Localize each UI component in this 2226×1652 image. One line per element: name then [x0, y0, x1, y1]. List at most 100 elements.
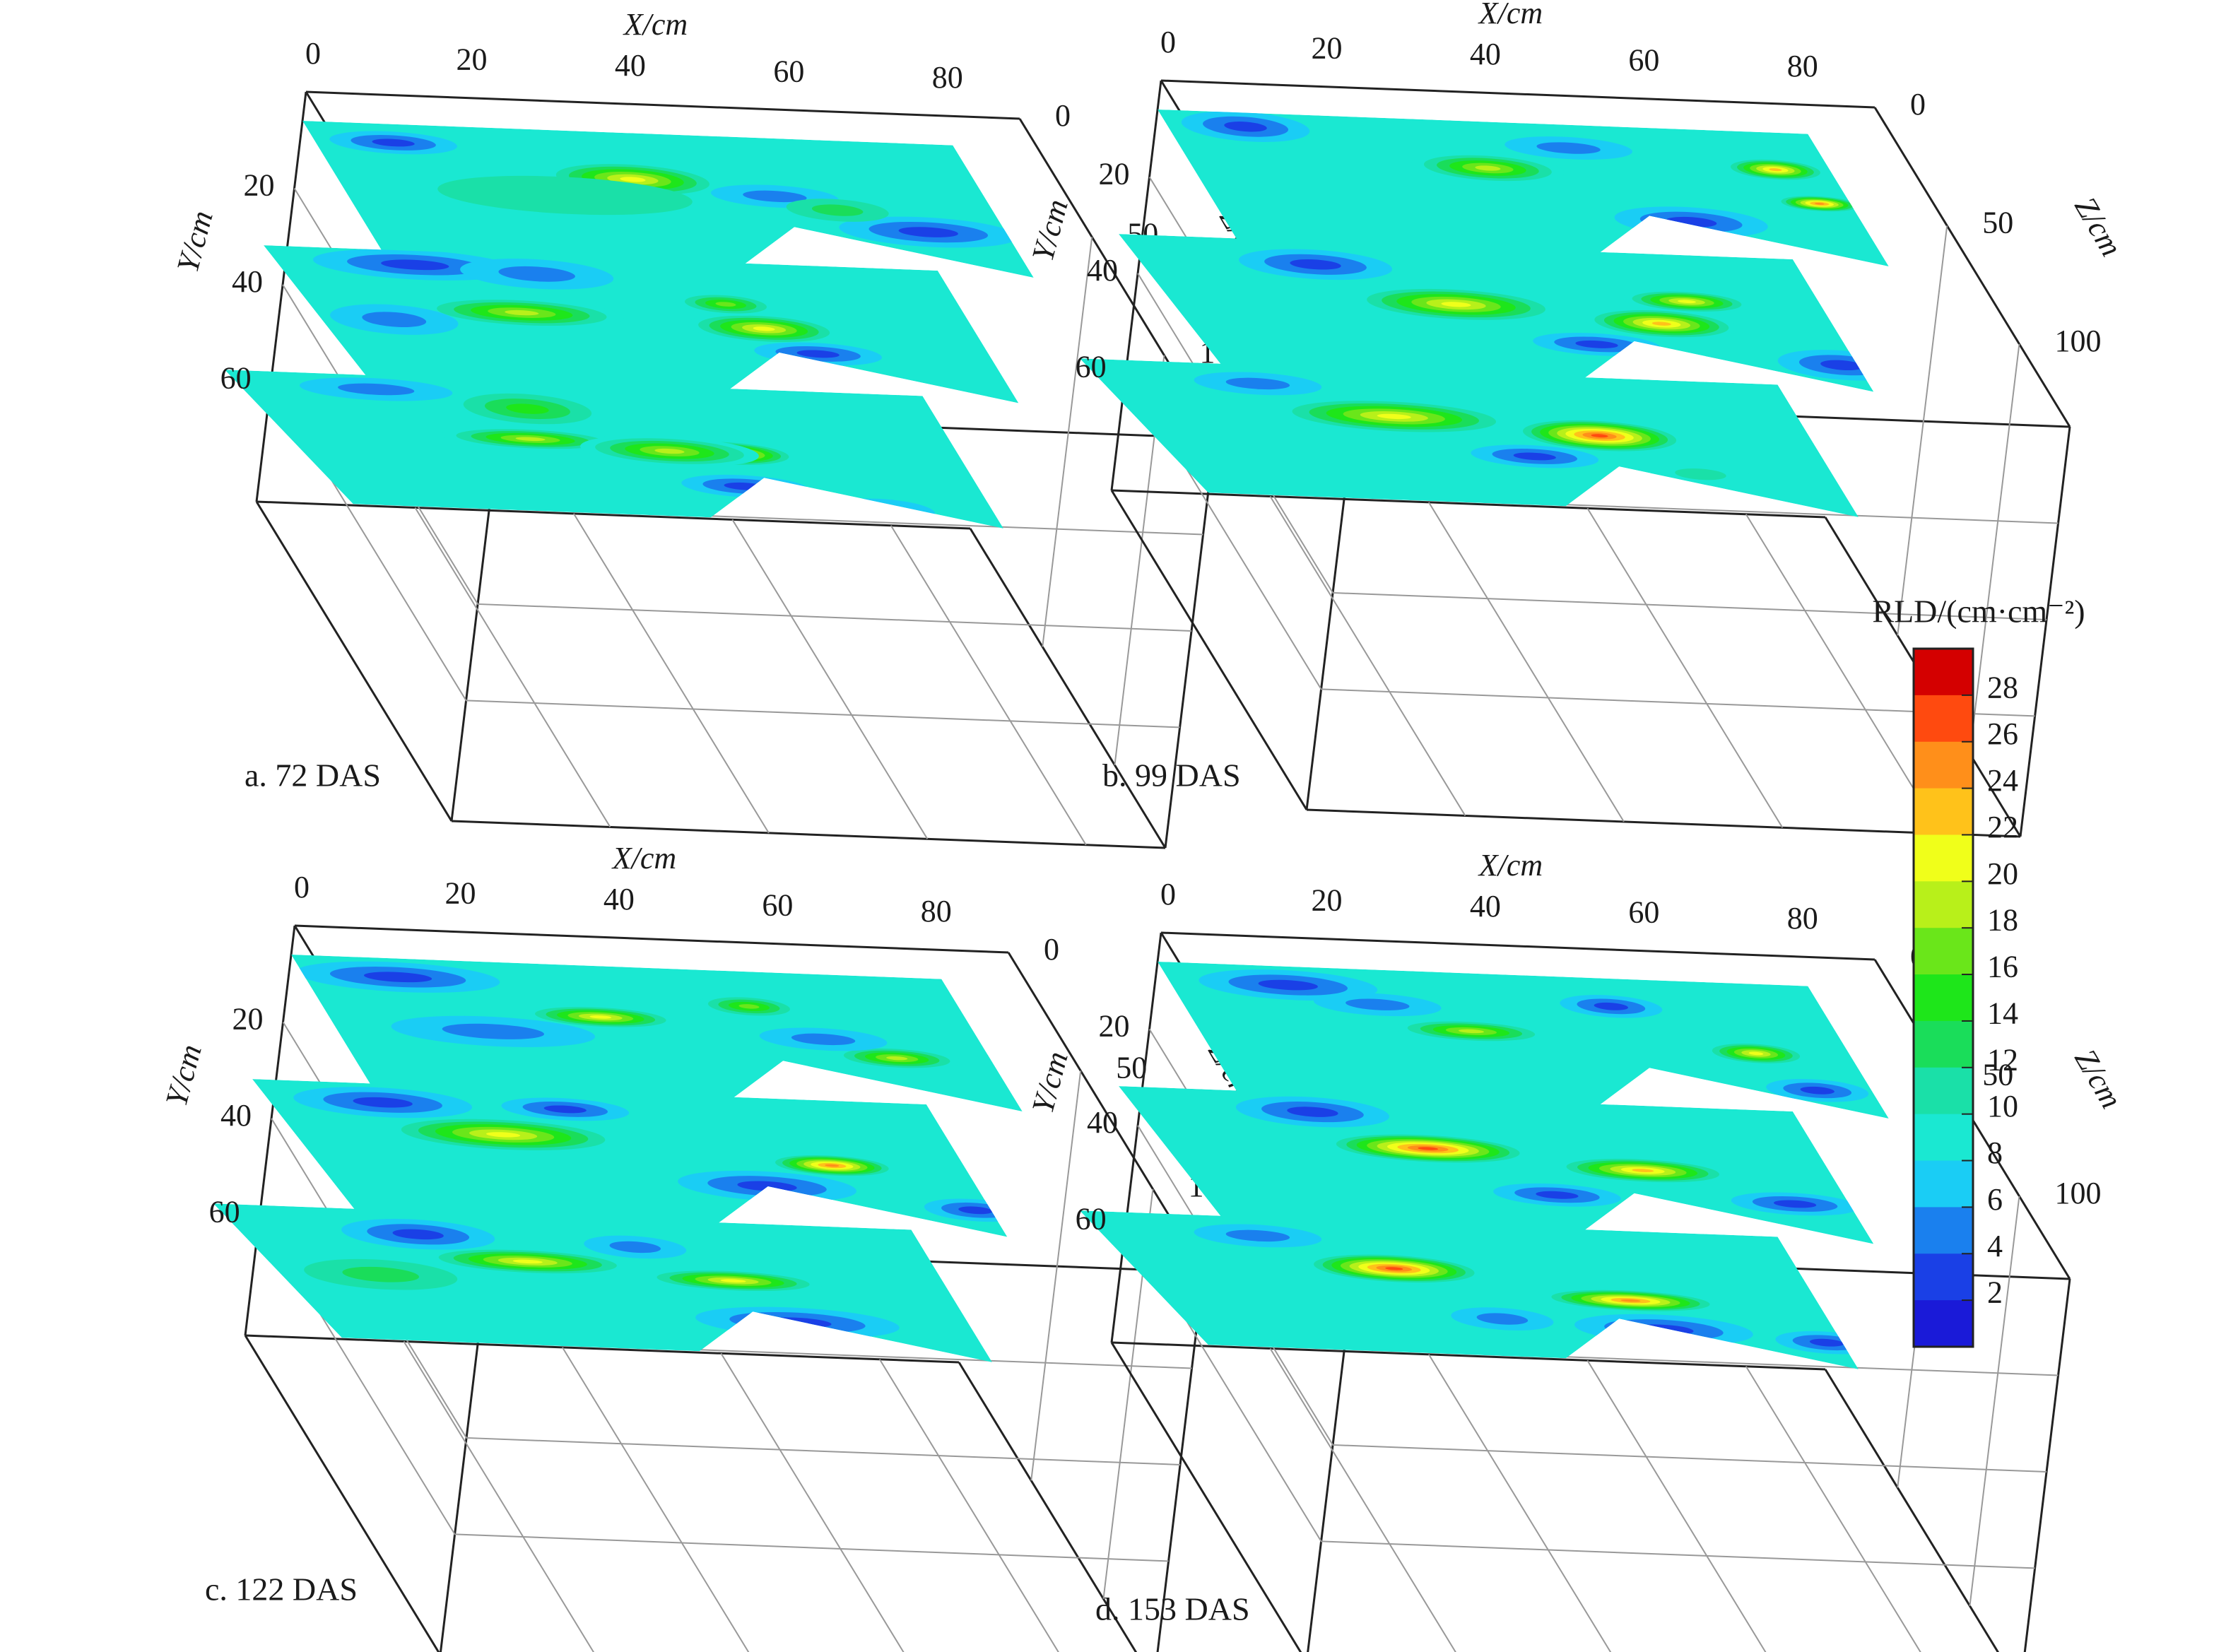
- z-tick-label: 100: [2054, 1176, 2101, 1210]
- rld-blob: [1704, 1042, 1808, 1066]
- slice-2: [1118, 1086, 1874, 1244]
- rld-blob: [1766, 1078, 1869, 1102]
- rld-blob: [420, 297, 624, 329]
- panel-label: b. 99 DAS: [1102, 757, 1241, 793]
- rld-blob: [1451, 1307, 1554, 1331]
- colorbar-tick-label: 18: [1987, 903, 2018, 938]
- rld-blob: [1623, 290, 1751, 314]
- z-axis-label: Z/cm: [2068, 191, 2128, 262]
- rld-blob: [832, 1046, 961, 1070]
- y-tick-label: 60: [1076, 350, 1107, 384]
- x-tick-label: 60: [1628, 42, 1659, 77]
- rld-blob: [441, 427, 620, 452]
- colorbar-segment: [1914, 1253, 1973, 1301]
- x-axis-label: X/cm: [1478, 848, 1543, 883]
- rld-blob: [1305, 1253, 1484, 1285]
- y-axis-label: Y/cm: [1025, 196, 1075, 265]
- rld-blob: [463, 393, 592, 425]
- y-tick-label: 20: [232, 1002, 264, 1037]
- y-axis-label: Y/cm: [159, 1041, 208, 1110]
- rld-blob: [1504, 136, 1632, 160]
- x-tick-label: 0: [1160, 877, 1176, 911]
- rld-blob: [341, 1219, 495, 1250]
- colorbar-tick-label: 20: [1987, 856, 2018, 891]
- x-axis-label: X/cm: [611, 841, 676, 875]
- rld-blob: [1781, 196, 1858, 212]
- colorbar-segment: [1914, 928, 1973, 975]
- colorbar-tick-label: 8: [1987, 1135, 2003, 1170]
- rld-blob: [839, 216, 1018, 248]
- rld-blob: [1566, 1159, 1719, 1183]
- x-tick-label: 0: [305, 36, 321, 71]
- rld-blob: [1194, 372, 1322, 396]
- rld-blob: [674, 293, 777, 316]
- rld-blob: [1367, 288, 1545, 320]
- colorbar-tick-label: 12: [1987, 1042, 2018, 1077]
- rld-blob: [1471, 444, 1599, 468]
- rld-blob: [697, 995, 801, 1018]
- z-tick-label: 100: [2054, 324, 2101, 358]
- colorbar-segment: [1914, 881, 1973, 928]
- z-tick-label: 0: [1055, 98, 1071, 133]
- x-tick-label: 60: [773, 54, 804, 88]
- x-axis-label: X/cm: [623, 7, 688, 42]
- rld-blob: [1493, 1183, 1621, 1207]
- x-tick-label: 60: [1628, 895, 1659, 929]
- rld-blob: [1394, 1019, 1548, 1043]
- x-tick-label: 40: [603, 882, 635, 916]
- rld-blob: [304, 1258, 458, 1290]
- panel-label: d. 153 DAS: [1095, 1591, 1250, 1627]
- panel-label: a. 72 DAS: [245, 757, 381, 793]
- colorbar-segment: [1914, 834, 1973, 882]
- y-tick-label: 20: [244, 168, 275, 203]
- z-tick-label: 0: [1044, 932, 1059, 967]
- slice-1: [291, 954, 1023, 1112]
- rld-blob: [584, 1235, 687, 1259]
- rld-blob: [644, 1268, 823, 1293]
- y-tick-label: 40: [1087, 1105, 1118, 1140]
- colorbar-tick-label: 16: [1987, 950, 2018, 984]
- rld-blob: [687, 313, 841, 345]
- x-tick-label: 20: [456, 42, 487, 77]
- x-tick-label: 40: [1470, 37, 1501, 71]
- rld-blob: [299, 377, 453, 401]
- rld-blob: [1411, 153, 1565, 184]
- x-tick-label: 20: [1311, 31, 1342, 66]
- slice-3: [213, 1203, 992, 1362]
- rld-blob: [1560, 995, 1663, 1018]
- x-tick-label: 40: [1470, 889, 1501, 924]
- rld-blob: [1194, 1224, 1322, 1248]
- rld-blob: [460, 258, 614, 290]
- colorbar-title: RLD/(cm·cm⁻²): [1872, 594, 2085, 630]
- colorbar-tick-label: 6: [1987, 1182, 2003, 1217]
- y-tick-label: 60: [1076, 1202, 1107, 1237]
- rld-blob: [1724, 158, 1827, 182]
- colorbar-tick-label: 10: [1987, 1089, 2018, 1123]
- rld-blob: [1541, 1288, 1720, 1313]
- rld-blob: [1523, 420, 1677, 452]
- x-tick-label: 0: [294, 870, 310, 904]
- colorbar-segment: [1914, 741, 1973, 789]
- y-tick-label: 40: [220, 1098, 252, 1133]
- x-tick-label: 20: [444, 876, 476, 911]
- slice-1: [302, 120, 1034, 278]
- x-tick-label: 80: [1787, 901, 1818, 936]
- colorbar-segment: [1914, 974, 1973, 1022]
- rld-blob: [1199, 969, 1378, 1001]
- colorbar-segment: [1914, 1020, 1973, 1068]
- rld-blob: [330, 304, 459, 335]
- rld-blob: [1313, 993, 1442, 1017]
- slice-2: [263, 245, 1019, 403]
- rld-blob: [1292, 401, 1497, 432]
- colorbar-tick-label: 24: [1987, 763, 2018, 798]
- rld-blob: [437, 175, 693, 216]
- rld-blob: [1181, 111, 1310, 142]
- y-tick-label: 60: [220, 361, 252, 396]
- z-tick-label: 50: [1982, 1058, 2013, 1092]
- rld-blob: [580, 435, 759, 467]
- colorbar-segment: [1914, 1160, 1973, 1208]
- rld-blob: [391, 1015, 596, 1047]
